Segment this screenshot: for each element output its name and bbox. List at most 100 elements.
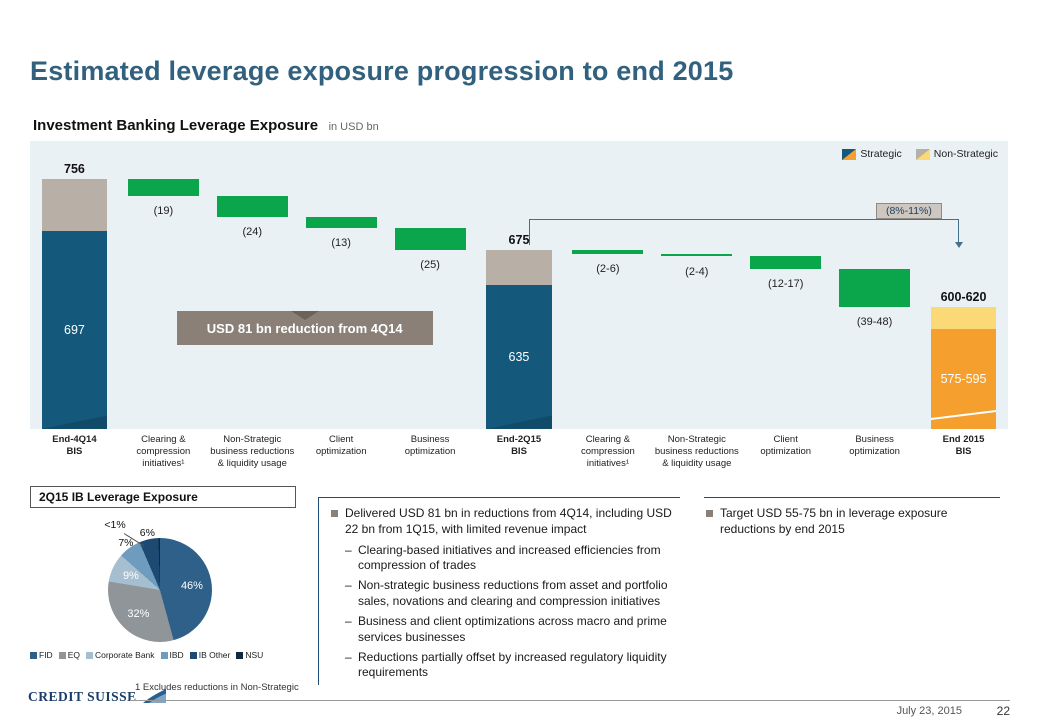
waterfall-strategic-block: 697 [41, 230, 108, 429]
waterfall-axis-label: Business optimization [849, 434, 900, 457]
sub-bullet-item: Reductions partially offset by increased… [331, 650, 672, 682]
waterfall-total-label: 756 [64, 162, 85, 177]
pie-legend-label: IBD [169, 650, 184, 660]
sub-bullet-item: Clearing-based initiatives and increased… [331, 543, 672, 575]
waterfall-column: (2-6) [563, 141, 652, 429]
footnote: 1 Excludes reductions in Non-Strategic [135, 682, 299, 693]
waterfall-axis-label: Client optimization [760, 434, 812, 457]
waterfall-chart: Strategic Non-Strategic (8%-11%) USD 81 … [30, 141, 1008, 470]
waterfall-axis-labels: End-4Q14 BIS Clearing & compression initi… [30, 434, 1008, 470]
target-section: Target USD 55-75 bn in leverage exposure… [704, 497, 1000, 543]
down-arrow-icon [954, 219, 963, 248]
pie-legend-item: NSU [236, 650, 263, 660]
waterfall-axis-label: End 2015 BIS [942, 434, 985, 457]
waterfall-total-label: 675 [508, 233, 530, 248]
waterfall-total-label: 600-620 [940, 289, 987, 304]
waterfall-column: 756 697 [30, 141, 119, 429]
pie-legend-label: NSU [245, 650, 264, 660]
waterfall-delta-bar [750, 256, 822, 269]
strategic-swatch-icon [842, 148, 857, 160]
waterfall-column: (12-17) [741, 141, 830, 429]
pie-legend-label: FID [39, 650, 53, 660]
waterfall-axis-label: Non-Strategic business reductions & liqu… [654, 434, 739, 469]
chart-legend: Strategic Non-Strategic [842, 148, 998, 160]
waterfall-inner-label: 697 [64, 322, 85, 337]
non-strategic-swatch-icon [915, 148, 930, 160]
pie-legend-label: IB Other [198, 650, 231, 660]
percent-range-annotation: (8%-11%) [875, 203, 942, 219]
bullet-item: Target USD 55-75 bn in leverage exposure… [706, 506, 1000, 538]
waterfall-column: (24) [208, 141, 297, 429]
waterfall-delta-bar [839, 268, 911, 307]
waterfall-axis-label: Non-Strategic business reductions & liqu… [210, 434, 295, 469]
page-title: Estimated leverage exposure progression … [30, 56, 734, 86]
waterfall-axis-label: Business optimization [404, 434, 456, 457]
waterfall-delta-label: (12-17) [767, 277, 804, 290]
waterfall-column: 600-620 575-595 [919, 141, 1008, 429]
waterfall-delta-bar [572, 250, 644, 254]
sub-bullet-item: Business and client optimizations across… [331, 614, 672, 646]
logo-wordmark: CREDIT SUISSE [28, 688, 137, 704]
reduction-range-tick [528, 219, 530, 245]
waterfall-strategic-block: 575-595 [930, 328, 997, 429]
pie-slice-label: 32% [127, 607, 150, 620]
waterfall-delta-label: (2-6) [596, 262, 620, 275]
waterfall-inner-label: 635 [508, 350, 530, 364]
pie-legend-swatch-icon [236, 651, 244, 659]
waterfall-column: 675 635 [475, 141, 564, 429]
pie-title: 2Q15 IB Leverage Exposure [30, 486, 296, 508]
waterfall-delta-label: (2-4) [685, 265, 709, 278]
commentary-list: Delivered USD 81 bn in reductions from 4… [331, 506, 672, 681]
legend-item-non-strategic: Non-Strategic [915, 148, 998, 160]
waterfall-delta-label: (19) [153, 204, 174, 217]
pie-slice-label: 7% [118, 536, 134, 549]
waterfall-delta-bar [216, 195, 288, 217]
waterfall-axis-label: Clearing & compression initiatives¹ [136, 434, 191, 469]
waterfall-delta-label: (39-48) [856, 315, 893, 328]
waterfall-column: (25) [386, 141, 475, 429]
waterfall-plot: Strategic Non-Strategic (8%-11%) USD 81 … [30, 141, 1008, 429]
waterfall-delta-label: (13) [331, 237, 351, 250]
pie-legend-label: EQ [67, 650, 80, 660]
waterfall-column: (13) [297, 141, 386, 429]
waterfall-column: (39-48) [830, 141, 919, 429]
pie-section: 2Q15 IB Leverage Exposure 46% 32% 9% 7% 6% <1… [30, 486, 296, 660]
waterfall-axis-label: End-4Q14 BIS [52, 434, 97, 457]
waterfall-non-strategic-block [41, 179, 108, 231]
waterfall-delta-label: (25) [420, 259, 440, 272]
pie-slice-label: 6% [139, 527, 155, 540]
credit-suisse-logo: CREDIT SUISSE [28, 688, 168, 705]
pie-chart [108, 538, 212, 642]
waterfall-axis-label: End-2Q15 BIS [496, 434, 542, 457]
pie-slice-label: <1% [104, 519, 126, 531]
waterfall-non-strategic-block [486, 250, 552, 285]
waterfall-delta-bar [305, 216, 377, 229]
chart-heading-title: Investment Banking Leverage Exposure [33, 117, 319, 134]
pie-slice-label: 9% [122, 570, 139, 583]
waterfall-delta-label: (24) [242, 225, 263, 238]
waterfall-inner-label: 575-595 [940, 371, 987, 386]
waterfall-delta-bar [661, 253, 733, 257]
target-list: Target USD 55-75 bn in leverage exposure… [706, 506, 1000, 538]
reduction-callout: USD 81 bn reduction from 4Q14 [176, 311, 433, 345]
pie-legend-swatch-icon [160, 651, 168, 659]
waterfall-strategic-block: 635 [486, 285, 552, 429]
sub-bullet-item: Non-strategic business reductions from a… [331, 578, 672, 610]
pie-legend-item: Corporate Bank [85, 650, 155, 660]
waterfall-delta-bar [394, 228, 466, 251]
commentary-section: Delivered USD 81 bn in reductions from 4… [318, 497, 680, 685]
pie-legend-item: IB Other [189, 650, 231, 660]
chart-heading-unit: in USD bn [328, 121, 379, 133]
waterfall-column: (19) [119, 141, 208, 429]
waterfall-column: (2-4) [652, 141, 741, 429]
pie-legend-item: FID [30, 650, 53, 660]
pie-legend-swatch-icon [30, 651, 37, 659]
footer-divider [130, 700, 1010, 701]
chart-heading: Investment Banking Leverage Exposure in … [33, 117, 379, 135]
legend-label-non-strategic: Non-Strategic [933, 148, 998, 160]
pie-slice-label: 46% [180, 579, 203, 592]
pie-legend-swatch-icon [85, 651, 93, 659]
pie-legend-swatch-icon [189, 651, 197, 659]
bullet-item: Delivered USD 81 bn in reductions from 4… [331, 506, 672, 538]
